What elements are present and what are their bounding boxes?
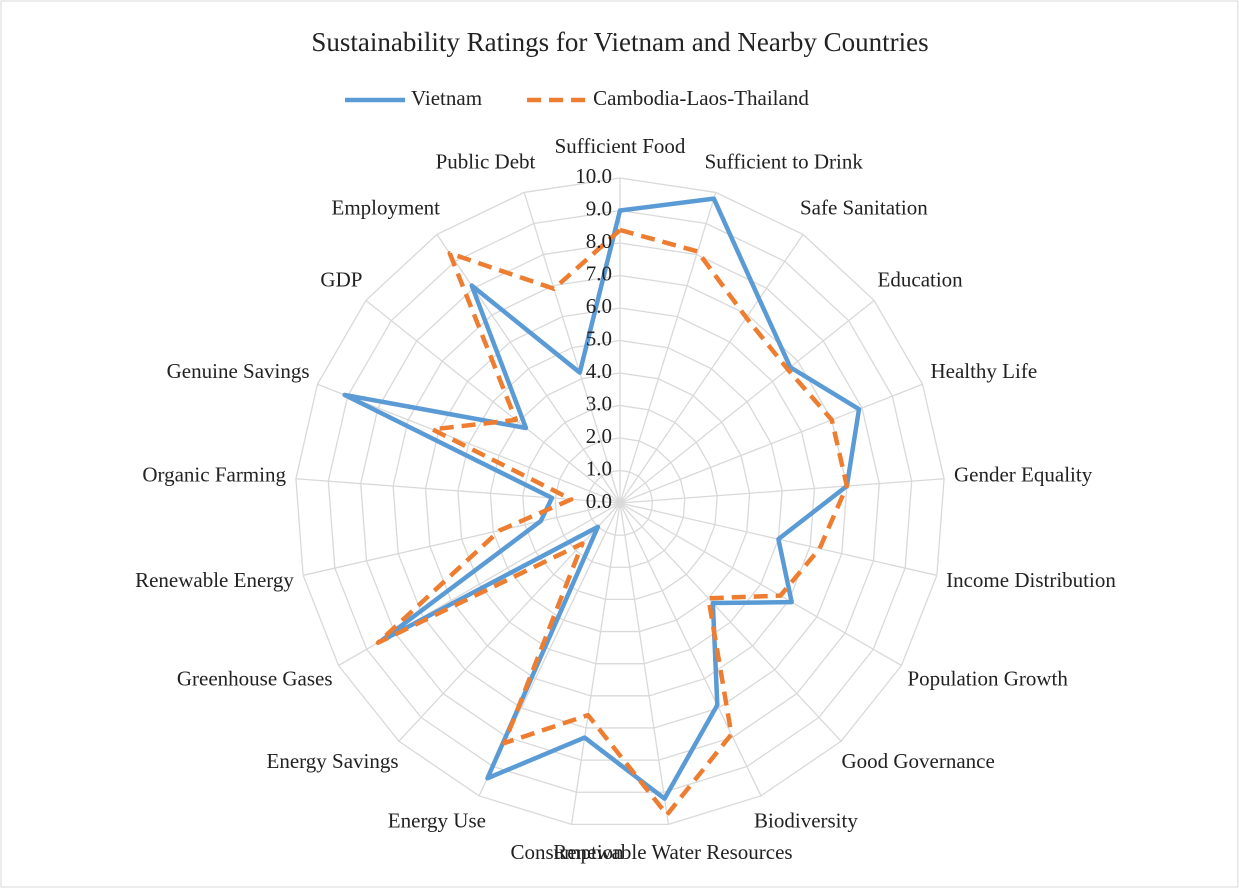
spoke xyxy=(295,478,621,504)
r-tick-label: 4.0 xyxy=(586,359,612,383)
category-label: Energy Savings xyxy=(267,749,399,773)
spoke xyxy=(619,502,842,742)
grid-ring xyxy=(327,209,913,793)
category-label: GDP xyxy=(320,267,362,291)
grid-ring xyxy=(392,274,848,729)
spoke xyxy=(523,192,621,504)
r-tick-label: 5.0 xyxy=(586,326,612,350)
grid-ring xyxy=(424,307,816,697)
series-line xyxy=(342,196,862,801)
grid-ring xyxy=(522,404,718,601)
r-tick-label: 2.0 xyxy=(586,424,612,448)
spoke xyxy=(436,234,621,504)
grid-ring xyxy=(554,437,686,568)
category-label: Greenhouse Gases xyxy=(177,666,333,690)
category-label: Organic Farming xyxy=(142,462,286,486)
category-label: Genuine Savings xyxy=(167,359,310,383)
grid-ring xyxy=(295,177,945,826)
category-label: Safe Sanitation xyxy=(800,195,928,219)
r-tick-label: 9.0 xyxy=(586,196,612,220)
category-label: Renewable Water Resources xyxy=(553,840,792,864)
spoke xyxy=(303,502,621,576)
category-label: Public Debt xyxy=(436,150,536,174)
category-label: Gender Equality xyxy=(954,462,1093,486)
spoke xyxy=(365,299,621,504)
spoke xyxy=(619,192,717,504)
r-tick-label: 3.0 xyxy=(586,391,612,415)
spoke xyxy=(619,502,670,825)
chart-title: Sustainability Ratings for Vietnam and N… xyxy=(311,27,928,57)
spoke xyxy=(619,383,923,504)
category-label: Employment xyxy=(332,195,441,219)
category-label: Healthy Life xyxy=(930,359,1037,383)
category-label: Biodiversity xyxy=(754,809,858,833)
category-label: Consumption xyxy=(510,840,624,864)
r-tick-label: 8.0 xyxy=(586,229,612,253)
r-tick-label: 0.0 xyxy=(586,489,612,513)
spoke xyxy=(619,299,875,504)
spoke xyxy=(619,234,804,504)
r-tick-label: 10.0 xyxy=(575,164,612,188)
grid-ring xyxy=(360,242,880,761)
legend-label: Vietnam xyxy=(411,86,482,110)
category-label: Good Governance xyxy=(841,749,994,773)
category-label: Population Growth xyxy=(907,666,1068,690)
category-label: Education xyxy=(878,267,964,291)
grid-ring xyxy=(586,469,654,536)
r-tick-label: 6.0 xyxy=(586,294,612,318)
series-line xyxy=(375,227,850,817)
category-label: Renewable Energy xyxy=(135,568,294,592)
grid-ring xyxy=(457,339,783,665)
r-tick-label: 7.0 xyxy=(586,261,612,285)
spoke xyxy=(570,502,621,825)
category-label: Sufficient to Drink xyxy=(705,150,864,174)
legend-label: Cambodia-Laos-Thailand xyxy=(593,86,809,110)
spoke xyxy=(619,478,945,504)
spoke xyxy=(619,502,902,667)
r-tick-label: 1.0 xyxy=(586,456,612,480)
category-label: Sufficient Food xyxy=(555,134,686,158)
category-label: Income Distribution xyxy=(946,568,1116,592)
spoke xyxy=(619,502,762,797)
category-label: Energy Use xyxy=(388,809,486,833)
grid-ring xyxy=(489,372,751,633)
